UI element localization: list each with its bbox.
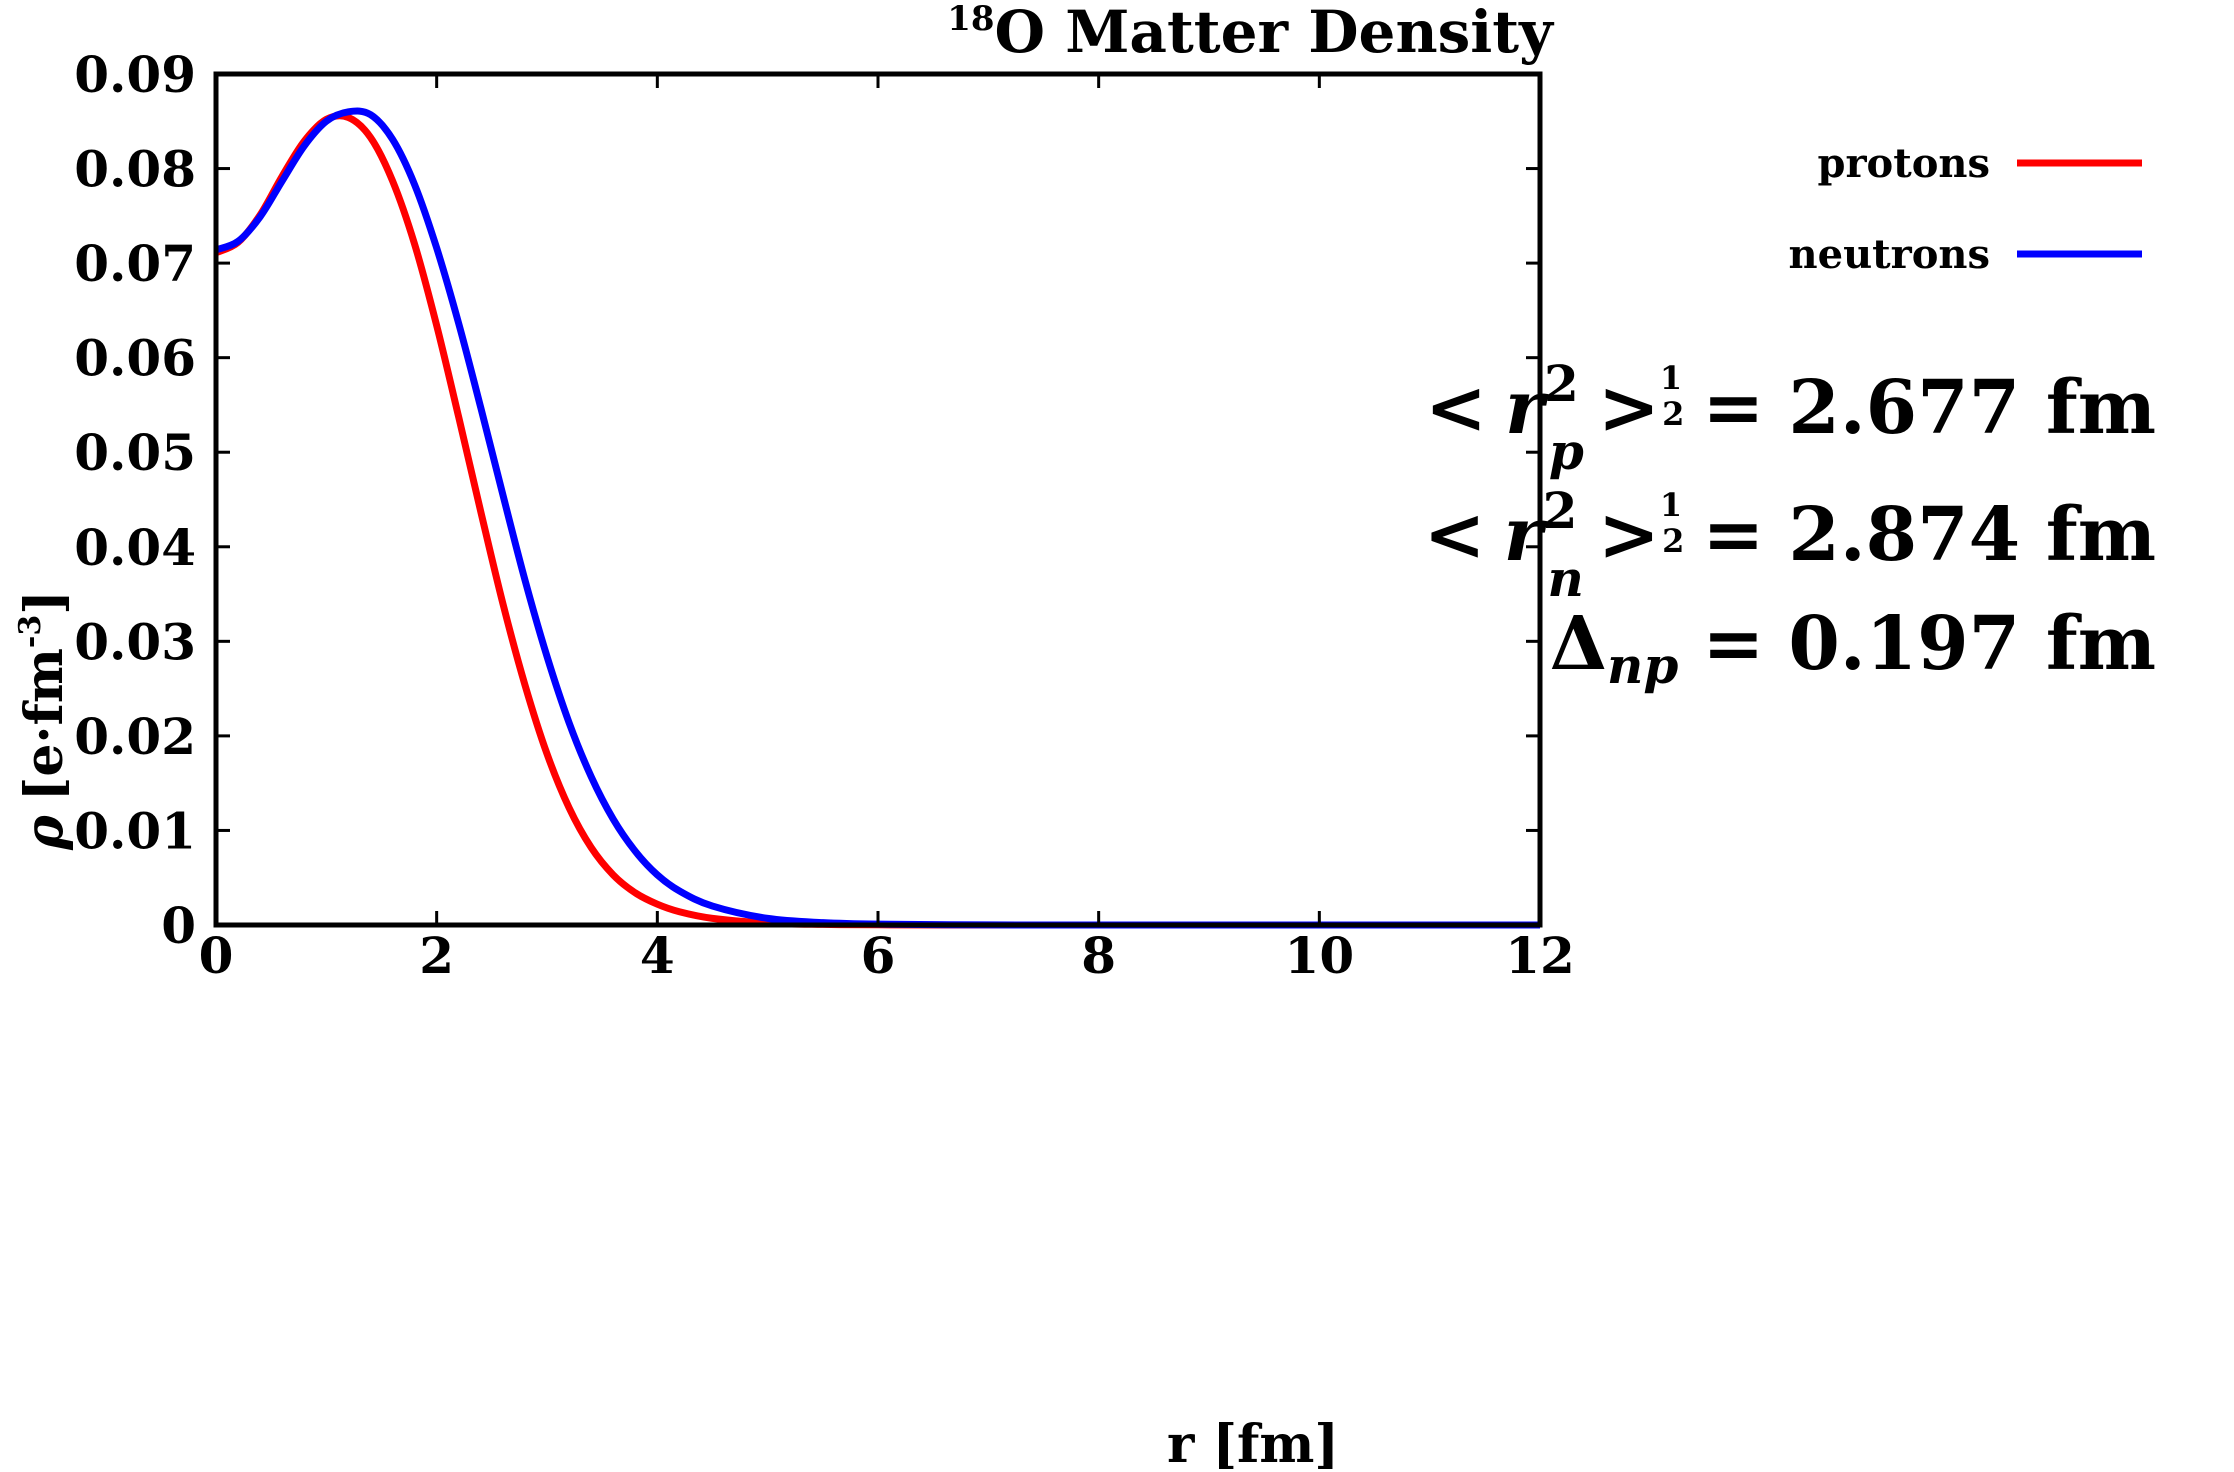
- y-axis-close: ]: [14, 590, 75, 615]
- x-tick-label: 12: [1505, 926, 1575, 985]
- y-tick-label: 0: [161, 896, 196, 955]
- x-axis-label: r [fm]: [1167, 1414, 1339, 1472]
- x-tick-label: 8: [1081, 926, 1116, 985]
- y-tick-label: 0.04: [74, 518, 196, 577]
- legend-label-neutrons: neutrons: [1789, 231, 1990, 278]
- y-tick-label: 0.07: [74, 234, 196, 293]
- legend-label-protons: protons: [1818, 140, 1990, 187]
- svg-text:<r2p>12=2.677 fm: < r2 p>1 2 = 2.677 fm: [1425, 354, 2156, 481]
- y-axis-unit: [e·fm: [14, 648, 75, 801]
- y-tick-label: 0.02: [74, 707, 196, 766]
- title-main: O Matter Density: [995, 0, 1556, 66]
- y-axis-label: ρ [e·fm-3]: [13, 590, 75, 851]
- y-tick-label: 0.01: [74, 801, 196, 860]
- x-tick-label: 2: [419, 926, 454, 985]
- annotation-skin-thickness: Δnp = 0.197 fm: [1550, 601, 2156, 695]
- legend: protons neutrons: [1789, 140, 2142, 278]
- plot-frame: [213, 71, 1543, 928]
- y-tick-label: 0.09: [74, 45, 196, 104]
- annotation-neutron-radius: < r2 n>1 2 = 2.874 fm: [1424, 481, 2156, 608]
- svg-text:Δnp=0.197 fm: Δnp = 0.197 fm: [1550, 601, 2156, 695]
- x-tick-label: 4: [640, 926, 675, 985]
- y-tick-label: 0.05: [74, 423, 196, 482]
- y-tick-label: 0.03: [74, 612, 196, 671]
- y-tick-label: 0.06: [74, 329, 196, 388]
- chart-title: 18O Matter Density: [947, 0, 1555, 66]
- y-axis-symbol: ρ: [14, 815, 75, 851]
- annotation-proton-radius: < r2 p>1 2 = 2.677 fm: [1425, 354, 2156, 481]
- svg-text:<r2n>12=2.874 fm: < r2 n>1 2 = 2.874 fm: [1424, 481, 2156, 608]
- x-tick-label: 6: [861, 926, 896, 985]
- title-superscript: 18: [947, 0, 994, 39]
- x-tick-label: 10: [1285, 926, 1355, 985]
- y-axis-exp: -3: [13, 615, 48, 648]
- y-tick-label: 0.08: [74, 140, 196, 199]
- ticks-group: 0 2 4 6 8 10 12 0 0.01 0.02 0.03 0.04 0.05 0.06 0.07 0.…: [74, 45, 1575, 985]
- x-tick-label: 0: [199, 926, 234, 985]
